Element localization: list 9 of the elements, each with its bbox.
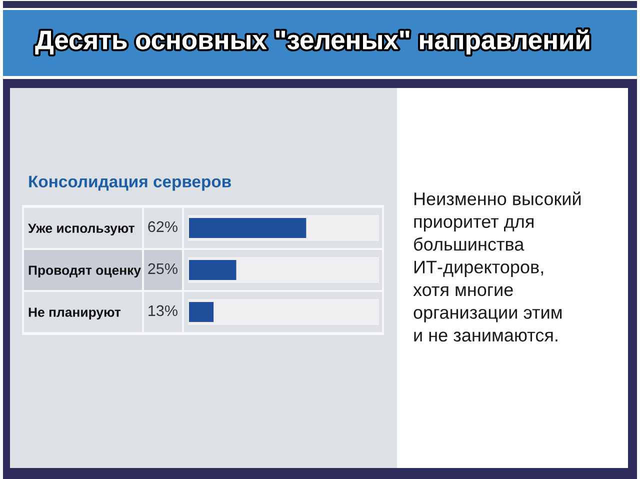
chart-title: Десять основных "зеленых" направлений xyxy=(35,29,590,55)
data-label: 13% xyxy=(148,305,178,316)
text: Неизменно высокий приоритет для большинства ИТ-директоров, хотя многие организации этим и не занимаются. xyxy=(413,192,581,342)
data-label: 25% xyxy=(148,263,178,274)
y-tick-label: Уже используют xyxy=(28,224,134,236)
y-tick-label: Не планируют xyxy=(28,308,121,320)
data-label: 62% xyxy=(148,221,178,232)
chart-subtitle: Консолидация серверов xyxy=(29,176,231,191)
y-tick-label: Проводят оценку xyxy=(28,266,141,278)
